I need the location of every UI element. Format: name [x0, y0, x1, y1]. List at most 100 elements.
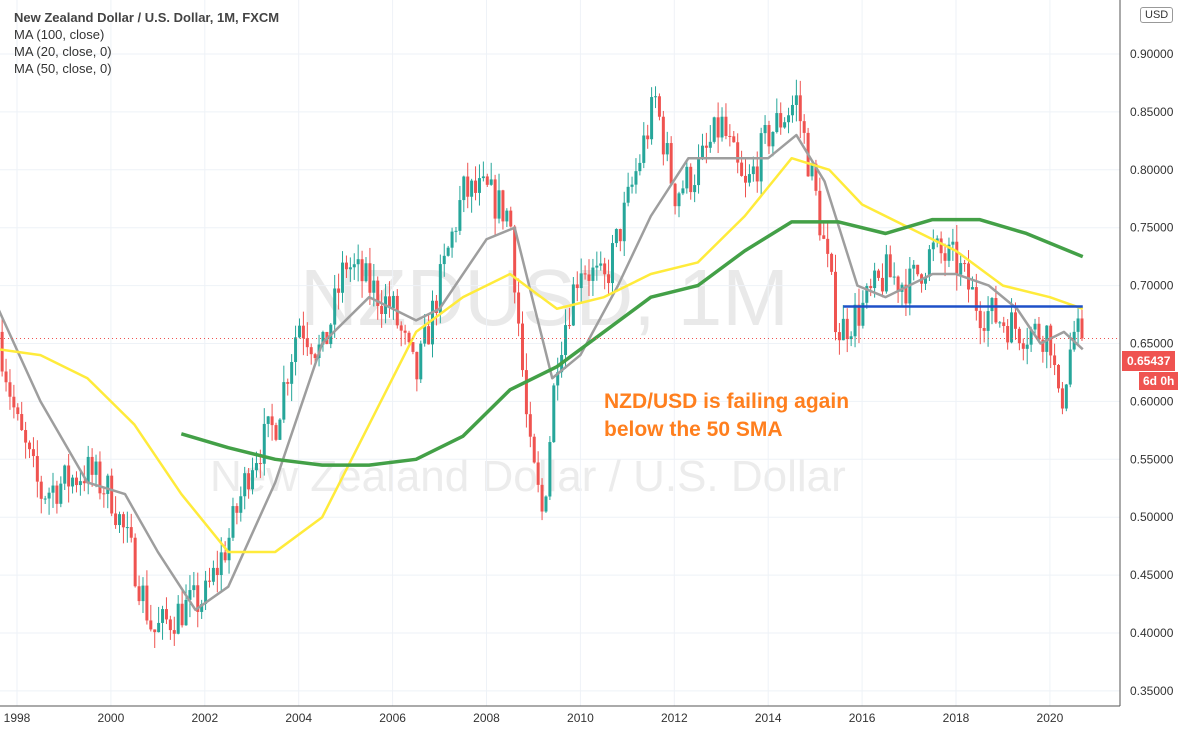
candle-body — [59, 483, 63, 504]
candle-body — [31, 449, 35, 457]
candle-body — [305, 338, 309, 348]
candle-body — [78, 481, 82, 486]
candle-body — [188, 590, 192, 600]
candle-body — [356, 259, 360, 265]
candle-body — [524, 370, 528, 415]
indicator-ma20[interactable]: MA (20, close, 0) — [14, 44, 112, 59]
candle-body — [634, 171, 638, 185]
candle-body — [888, 254, 892, 278]
candle-body — [1060, 388, 1064, 409]
candle-body — [939, 238, 943, 254]
candle-body — [747, 174, 751, 183]
candle-body — [235, 506, 239, 513]
candle-body — [955, 241, 959, 275]
candle-body — [802, 121, 806, 133]
candle-body — [290, 362, 294, 384]
candle-body — [657, 96, 661, 117]
candle-body — [556, 372, 560, 386]
candle-body — [673, 183, 677, 207]
candle-body — [947, 244, 951, 261]
annotation: NZD/USD is failing again below the 50 SMA — [604, 388, 849, 444]
candle-body — [67, 465, 71, 487]
candle-body — [963, 263, 967, 265]
candle-body — [82, 481, 86, 484]
candle-body — [575, 284, 579, 289]
candle-body — [1025, 344, 1029, 349]
candle-body — [779, 113, 783, 128]
candle-body — [352, 264, 356, 268]
candle-body — [1049, 325, 1053, 356]
candle-body — [47, 492, 51, 499]
candle-body — [94, 461, 98, 475]
candle-body — [704, 145, 708, 148]
candle-body — [720, 116, 724, 138]
candle-body — [853, 304, 857, 337]
candle-body — [313, 354, 317, 359]
candle-body — [873, 270, 877, 289]
candle-body — [168, 619, 172, 631]
x-tick-label: 2006 — [379, 711, 406, 725]
candle-body — [184, 599, 188, 626]
candle-body — [364, 263, 368, 282]
candle-body — [231, 506, 235, 538]
indicator-ma50[interactable]: MA (50, close, 0) — [14, 61, 112, 76]
x-tick-label: 2008 — [473, 711, 500, 725]
candle-body — [114, 513, 118, 526]
candle-body — [380, 305, 384, 314]
candle-body — [450, 231, 454, 248]
candle-body — [407, 332, 411, 343]
candle-body — [294, 337, 298, 363]
candle-body — [427, 326, 431, 345]
candle-body — [489, 179, 493, 185]
last-price-label: 0.65437 — [1122, 351, 1176, 371]
indicator-ma100[interactable]: MA (100, close) — [14, 27, 105, 42]
candle-body — [603, 263, 607, 275]
candle-body — [0, 331, 4, 372]
candle-body — [548, 442, 552, 497]
ma20-line — [0, 133, 1084, 612]
candle-body — [286, 382, 290, 384]
candle-body — [247, 473, 251, 490]
currency-button[interactable]: USD — [1140, 7, 1174, 23]
candle-body — [137, 586, 141, 602]
candle-body — [755, 166, 759, 182]
candle-body — [192, 585, 196, 591]
candle-body — [431, 300, 435, 345]
candle-body — [121, 514, 125, 528]
candle-body — [1021, 343, 1025, 349]
candle-body — [669, 143, 673, 184]
candle-body — [982, 328, 986, 331]
candle-body — [153, 629, 157, 633]
y-tick-label: 0.35000 — [1130, 684, 1174, 698]
candle-body — [278, 419, 282, 440]
candle-body — [497, 190, 501, 219]
candle-body — [28, 442, 32, 450]
candle-body — [211, 567, 215, 582]
candle-body — [591, 267, 595, 281]
candle-body — [106, 475, 110, 494]
annotation-line2: below the 50 SMA — [604, 418, 783, 441]
candle-body — [86, 456, 90, 484]
candle-body — [458, 200, 462, 231]
candle-body — [207, 580, 211, 582]
y-tick-label: 0.40000 — [1130, 626, 1174, 640]
x-tick-label: 2010 — [567, 711, 594, 725]
candle-body — [544, 496, 548, 512]
candle-body — [262, 423, 266, 464]
candle-body — [998, 322, 1002, 324]
candle-body — [861, 302, 865, 326]
candle-body — [665, 143, 669, 155]
candle-body — [51, 485, 55, 493]
candle-body — [552, 385, 556, 443]
candle-body — [223, 552, 227, 561]
candle-body — [814, 163, 818, 191]
candle-body — [540, 484, 544, 512]
candle-body — [493, 179, 497, 219]
candle-body — [626, 186, 630, 203]
candle-body — [470, 180, 474, 197]
candle-body — [297, 325, 301, 338]
x-tick-label: 2012 — [661, 711, 688, 725]
candle-body — [1076, 318, 1080, 332]
